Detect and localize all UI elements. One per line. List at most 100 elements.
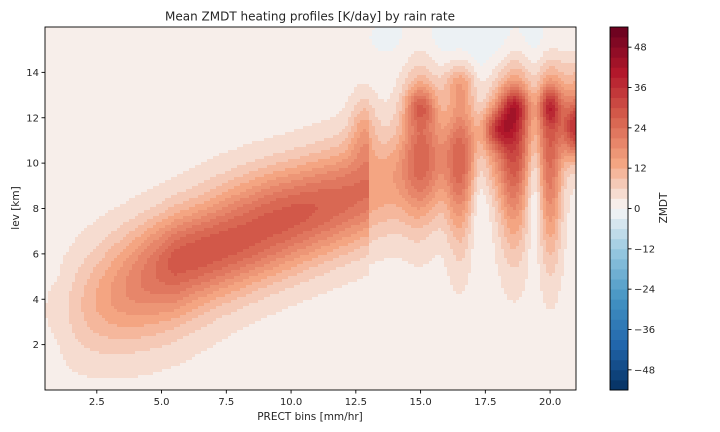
contour-cell [93,54,97,58]
contour-cell [69,42,73,46]
contour-cell [48,339,52,343]
contour-cell [111,369,115,373]
contour-cell [60,327,64,331]
contour-cell [138,93,142,97]
contour-cell [69,78,73,82]
contour-cell [150,48,154,52]
contour-cell [120,294,124,298]
contour-cell [141,243,145,247]
contour-cell [132,45,136,49]
contour-cell [54,366,58,370]
contour-cell [111,213,115,217]
contour-cell [72,81,76,85]
contour-cell [45,312,49,316]
contour-cell [126,165,130,169]
contour-cell [105,294,109,298]
contour-cell [63,60,67,64]
contour-cell [126,198,130,202]
contour-cell [120,69,124,73]
contour-cell [96,60,100,64]
contour-cell [111,357,115,361]
contour-cell [117,315,121,319]
contour-cell [165,156,169,160]
contour-cell [144,192,148,196]
contour-cell [87,183,91,187]
contour-cell [132,87,136,91]
contour-cell [159,285,163,289]
contour-cell [96,42,100,46]
contour-cell [126,291,130,295]
contour-cell [72,66,76,70]
contour-cell [138,375,142,379]
contour-cell [75,192,79,196]
contour-cell [99,381,103,385]
contour-cell [51,129,55,133]
contour-cell [159,126,163,130]
contour-cell [138,351,142,355]
contour-cell [90,102,94,106]
contour-cell [108,369,112,373]
contour-cell [72,72,76,76]
contour-cell [90,126,94,130]
contour-cell [156,339,160,343]
contour-cell [99,51,103,55]
contour-cell [150,141,154,145]
contour-cell [162,336,166,340]
contour-cell [147,111,151,115]
contour-cell [117,216,121,220]
contour-cell [60,129,64,133]
contour-cell [87,69,91,73]
contour-cell [159,111,163,115]
contour-cell [117,369,121,373]
contour-cell [138,192,142,196]
contour-cell [165,210,169,214]
contour-cell [102,192,106,196]
contour-cell [114,342,118,346]
contour-cell [156,249,160,253]
contour-cell [48,147,52,151]
contour-cell [78,249,82,253]
contour-cell [147,231,151,235]
contour-cell [75,213,79,217]
contour-cell [150,99,154,103]
contour-cell [147,249,151,253]
contour-cell [102,312,106,316]
contour-cell [132,360,136,364]
contour-cell [84,369,88,373]
contour-cell [72,231,76,235]
contour-cell [54,69,58,73]
contour-cell [147,255,151,259]
contour-cell [156,135,160,139]
contour-cell [57,336,61,340]
contour-cell [87,219,91,223]
contour-cell [48,117,52,121]
contour-cell [96,381,100,385]
contour-cell [108,348,112,352]
contour-cell [114,45,118,49]
contour-cell [66,237,70,241]
contour-cell [129,309,133,313]
contour-cell [144,165,148,169]
contour-cell [81,207,85,211]
contour-cell [132,219,136,223]
contour-cell [117,63,121,67]
contour-cell [114,246,118,250]
contour-cell [156,144,160,148]
contour-cell [144,357,148,361]
contour-cell [147,198,151,202]
contour-cell [162,57,166,61]
contour-cell [81,240,85,244]
contour-cell [165,90,169,94]
contour-cell [93,357,97,361]
contour-cell [54,138,58,142]
contour-cell [147,30,151,34]
contour-cell [165,243,169,247]
contour-cell [93,123,97,127]
contour-cell [87,195,91,199]
contour-cell [138,378,142,382]
contour-cell [117,222,121,226]
contour-cell [87,96,91,100]
contour-cell [162,360,166,364]
contour-cell [147,267,151,271]
contour-cell [123,159,127,163]
